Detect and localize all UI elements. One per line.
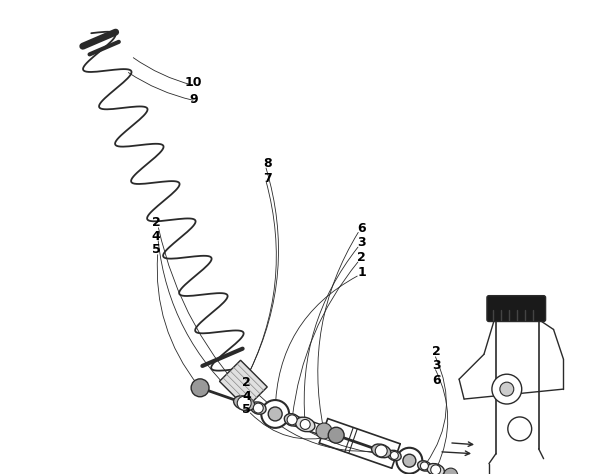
Text: 2: 2: [432, 345, 441, 358]
Circle shape: [316, 423, 332, 439]
Ellipse shape: [285, 414, 300, 426]
Ellipse shape: [234, 396, 255, 410]
Ellipse shape: [371, 444, 391, 458]
Circle shape: [237, 396, 251, 410]
Circle shape: [328, 427, 344, 443]
Text: 1: 1: [357, 266, 366, 279]
Text: 2: 2: [152, 216, 160, 228]
Text: 6: 6: [357, 221, 366, 235]
Ellipse shape: [250, 402, 266, 414]
Text: 6: 6: [432, 374, 441, 387]
Circle shape: [431, 465, 441, 475]
Circle shape: [253, 403, 263, 413]
Circle shape: [444, 468, 458, 475]
Text: 2: 2: [242, 376, 251, 389]
Text: 4: 4: [152, 229, 160, 243]
Circle shape: [375, 445, 387, 457]
FancyBboxPatch shape: [487, 295, 545, 322]
Ellipse shape: [387, 450, 401, 461]
Ellipse shape: [296, 417, 315, 432]
Circle shape: [390, 451, 398, 459]
FancyBboxPatch shape: [220, 360, 267, 408]
Circle shape: [287, 415, 297, 425]
Text: 3: 3: [357, 237, 366, 249]
Circle shape: [397, 448, 422, 474]
Text: 3: 3: [432, 359, 441, 372]
Circle shape: [261, 400, 289, 428]
Text: 5: 5: [152, 243, 160, 256]
Text: 4: 4: [242, 390, 251, 403]
Text: 5: 5: [242, 403, 251, 417]
Circle shape: [268, 407, 282, 421]
Circle shape: [508, 417, 532, 441]
Text: 9: 9: [189, 93, 198, 106]
Circle shape: [191, 379, 209, 397]
Text: 2: 2: [357, 251, 366, 265]
Circle shape: [420, 462, 428, 470]
Circle shape: [500, 382, 514, 396]
Text: 7: 7: [263, 172, 272, 185]
Circle shape: [492, 374, 522, 404]
Text: 8: 8: [263, 157, 272, 170]
Circle shape: [403, 454, 416, 467]
Text: 10: 10: [185, 76, 203, 89]
Circle shape: [300, 419, 310, 429]
Ellipse shape: [427, 464, 444, 475]
Ellipse shape: [417, 461, 431, 471]
